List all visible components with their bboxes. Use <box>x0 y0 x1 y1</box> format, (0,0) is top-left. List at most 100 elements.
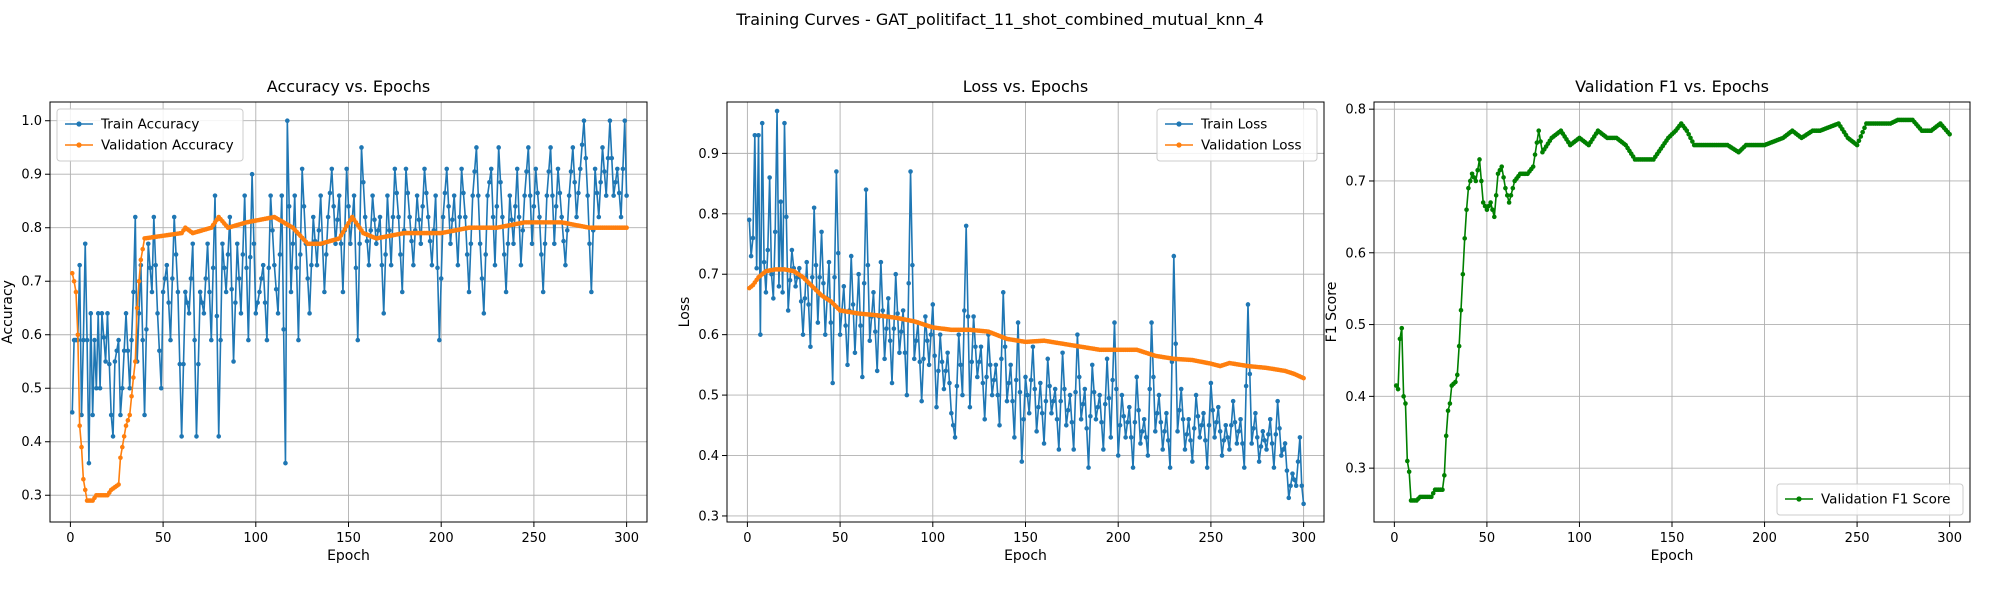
data-point <box>852 350 858 356</box>
y-tick-label: 0.5 <box>1345 318 1366 333</box>
data-point <box>1051 398 1056 404</box>
data-point <box>442 190 448 196</box>
data-point <box>1225 435 1230 440</box>
data-point <box>598 179 603 185</box>
data-point <box>197 289 203 295</box>
data-point <box>789 247 795 253</box>
data-point <box>947 380 952 386</box>
data-point <box>422 166 427 172</box>
data-point <box>500 214 505 220</box>
data-point <box>1405 458 1410 464</box>
data-point <box>1532 152 1538 157</box>
y-axis-label: Loss <box>677 297 693 328</box>
data-point <box>932 353 937 359</box>
data-point <box>92 337 97 343</box>
data-point <box>418 241 424 247</box>
data-point <box>1534 140 1540 145</box>
data-point <box>622 118 628 124</box>
data-point <box>937 332 943 337</box>
data-point <box>1473 178 1479 184</box>
data-point <box>1206 423 1212 428</box>
data-point <box>171 214 177 220</box>
data-point <box>82 241 88 247</box>
x-tick-label: 50 <box>832 531 849 546</box>
data-point <box>1062 386 1067 392</box>
data-point <box>874 368 880 374</box>
data-point <box>958 362 963 368</box>
data-point <box>1186 416 1191 422</box>
data-point <box>1138 441 1143 446</box>
data-point <box>863 187 869 192</box>
data-point <box>780 290 785 295</box>
data-point <box>759 120 765 126</box>
data-point <box>160 289 166 295</box>
y-tick-label: 0.7 <box>1345 174 1366 189</box>
data-point <box>1510 185 1516 191</box>
data-point <box>620 166 626 172</box>
y-axis-label: F1 Score <box>1324 282 1340 343</box>
data-point <box>913 338 919 344</box>
data-point <box>1484 207 1490 212</box>
data-point <box>414 193 420 198</box>
y-tick-label: 0.6 <box>698 328 719 343</box>
data-point <box>624 193 629 198</box>
data-point <box>577 166 583 172</box>
data-point <box>1440 487 1445 492</box>
data-point <box>1184 432 1190 437</box>
data-point <box>1002 344 1008 350</box>
data-point <box>1026 410 1032 416</box>
chart-panel-2: 0 50 100 150 200 250 300 0.3 0.4 0.5 0.6 0.7 0.8 0.9 L… <box>677 77 1325 564</box>
data-point <box>177 361 183 367</box>
data-point <box>904 392 910 398</box>
data-point <box>1471 175 1477 180</box>
data-point <box>924 338 930 344</box>
panel-title: Accuracy vs. Epochs <box>267 77 430 96</box>
data-point <box>1479 178 1484 184</box>
data-point <box>244 265 249 271</box>
data-point <box>1117 423 1123 428</box>
y-tick-label: 0.3 <box>21 489 42 504</box>
data-point <box>1690 139 1695 144</box>
data-point <box>498 179 503 185</box>
data-point <box>1454 372 1460 378</box>
legend-box <box>1156 108 1318 162</box>
data-point <box>242 193 247 198</box>
data-point <box>1443 433 1449 439</box>
data-point <box>272 262 277 268</box>
data-point <box>1243 383 1249 389</box>
data-point <box>247 254 253 260</box>
data-point <box>1019 459 1025 464</box>
data-point <box>1114 386 1119 392</box>
data-point <box>438 276 444 281</box>
data-point <box>871 290 876 295</box>
data-point <box>184 300 190 305</box>
data-point <box>144 327 149 332</box>
data-point <box>1178 386 1184 392</box>
data-point <box>568 169 574 174</box>
data-point <box>1504 193 1510 198</box>
data-point <box>804 259 810 265</box>
data-point <box>861 280 867 286</box>
y-tick-label: 0.3 <box>1345 462 1366 477</box>
data-point <box>140 246 145 252</box>
x-tick-label: 0 <box>66 531 74 546</box>
data-point <box>524 169 529 174</box>
data-point <box>298 252 303 257</box>
data-point <box>1684 128 1690 134</box>
data-point <box>949 410 954 416</box>
data-point <box>975 374 980 380</box>
data-point <box>1045 356 1051 362</box>
data-point <box>566 193 572 198</box>
data-point <box>830 380 835 386</box>
data-point <box>1230 398 1236 404</box>
data-point <box>602 169 607 174</box>
data-point <box>1241 465 1247 470</box>
data-point <box>88 311 94 316</box>
data-point <box>570 145 576 150</box>
data-point <box>527 193 533 198</box>
data-point <box>555 166 561 172</box>
chart-panel-3: 0 50 100 150 200 250 300 0.3 0.4 0.5 0.6 0.7 0.8 Vali… <box>1324 77 1971 564</box>
data-point <box>196 361 201 367</box>
data-point <box>856 271 861 277</box>
data-point <box>539 252 544 257</box>
